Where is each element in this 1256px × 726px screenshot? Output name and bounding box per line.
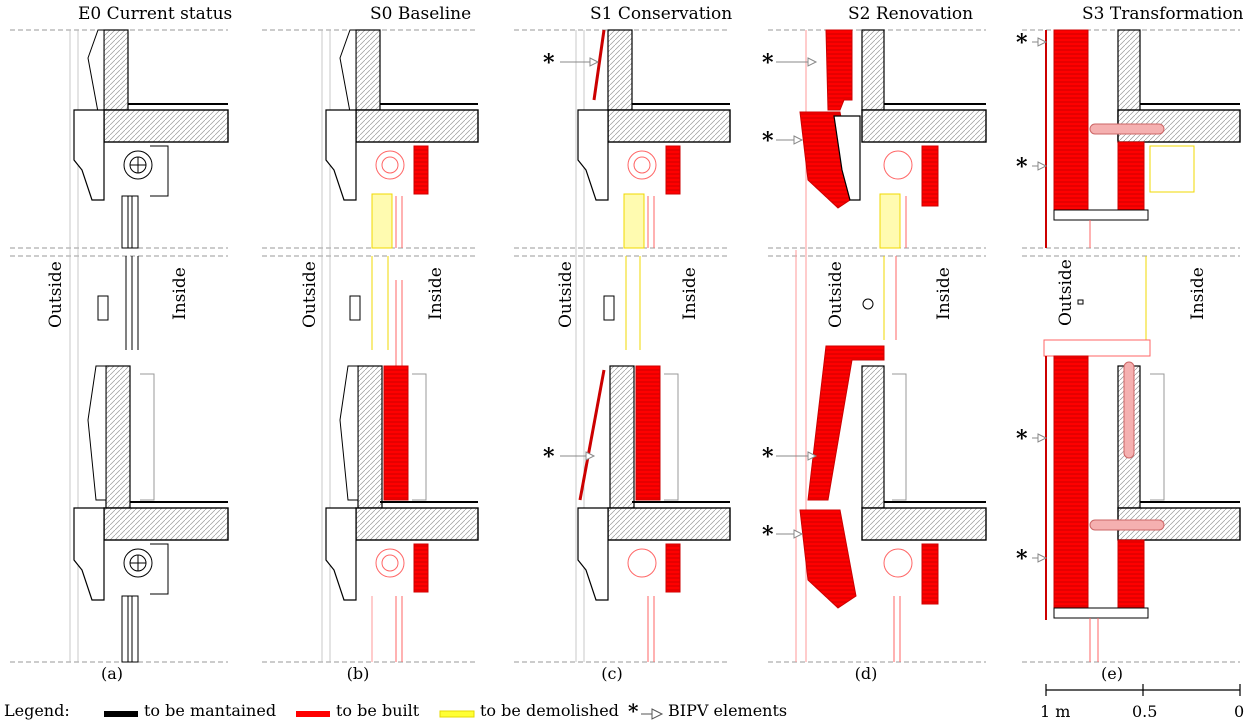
legend-swatch-maintained: [104, 711, 138, 717]
inside-label-s2: Inside: [934, 267, 954, 320]
panel-caption-e: (e): [1101, 664, 1123, 683]
bipv-marker: *: [1016, 30, 1028, 56]
panel-caption-a: (a): [100, 664, 124, 683]
panel-caption-c: (c): [601, 664, 623, 683]
bipv-marker: *: [543, 444, 555, 470]
legend-text-maintained: to be mantained: [144, 701, 277, 720]
outside-label-e0: Outside: [46, 261, 66, 328]
panel-title-s1: S1 Conservation: [590, 4, 733, 24]
panel-s2-drawing: [768, 29, 987, 663]
bipv-marker: *: [1016, 546, 1028, 572]
outside-label-s1: Outside: [556, 261, 576, 328]
scale-label-zero: 0: [1234, 702, 1245, 721]
outside-label-s2: Outside: [826, 261, 846, 328]
legend-text-demolished: to be demolished: [480, 701, 619, 720]
bipv-marker: *: [1016, 426, 1028, 452]
panel-title-s2: S2 Renovation: [848, 4, 974, 24]
legend-bipv-marker: *: [628, 699, 639, 723]
legend-text-bipv: BIPV elements: [668, 701, 788, 720]
inside-label-e0: Inside: [170, 267, 190, 320]
bipv-marker: *: [1016, 154, 1028, 180]
legend-swatch-built: [296, 711, 330, 717]
panel-e0-drawing: [10, 29, 229, 663]
panel-caption-d: (d): [854, 664, 878, 683]
outside-label-s0: Outside: [300, 261, 320, 328]
bipv-marker: *: [762, 522, 774, 548]
legend-text-built: to be built: [336, 701, 420, 720]
scale-bar: [1045, 684, 1241, 696]
inside-label-s1: Inside: [680, 267, 700, 320]
bipv-marker: *: [543, 50, 555, 76]
legend-swatch-demolished: [439, 710, 475, 718]
outside-label-s3: Outside: [1056, 259, 1076, 326]
panel-s0-drawing: [262, 29, 479, 663]
panel-title-s0: S0 Baseline: [370, 4, 472, 24]
panel-title-s3: S3 Transformation: [1082, 4, 1244, 24]
panel-s3-drawing: [1022, 29, 1241, 663]
bipv-marker: *: [762, 128, 774, 154]
bipv-marker: *: [762, 50, 774, 76]
inside-label-s3: Inside: [1188, 267, 1208, 320]
scale-label-half: 0.5: [1132, 702, 1158, 721]
legend-bipv-arrow-icon: [651, 708, 664, 720]
panel-caption-b: (b): [346, 664, 370, 683]
bipv-marker: *: [762, 444, 774, 470]
inside-label-s0: Inside: [426, 267, 446, 320]
panel-s1-drawing: [514, 29, 731, 663]
panel-title-e0: E0 Current status: [78, 4, 233, 24]
legend-label: Legend:: [4, 701, 70, 720]
scale-label-1m: 1 m: [1040, 702, 1071, 721]
